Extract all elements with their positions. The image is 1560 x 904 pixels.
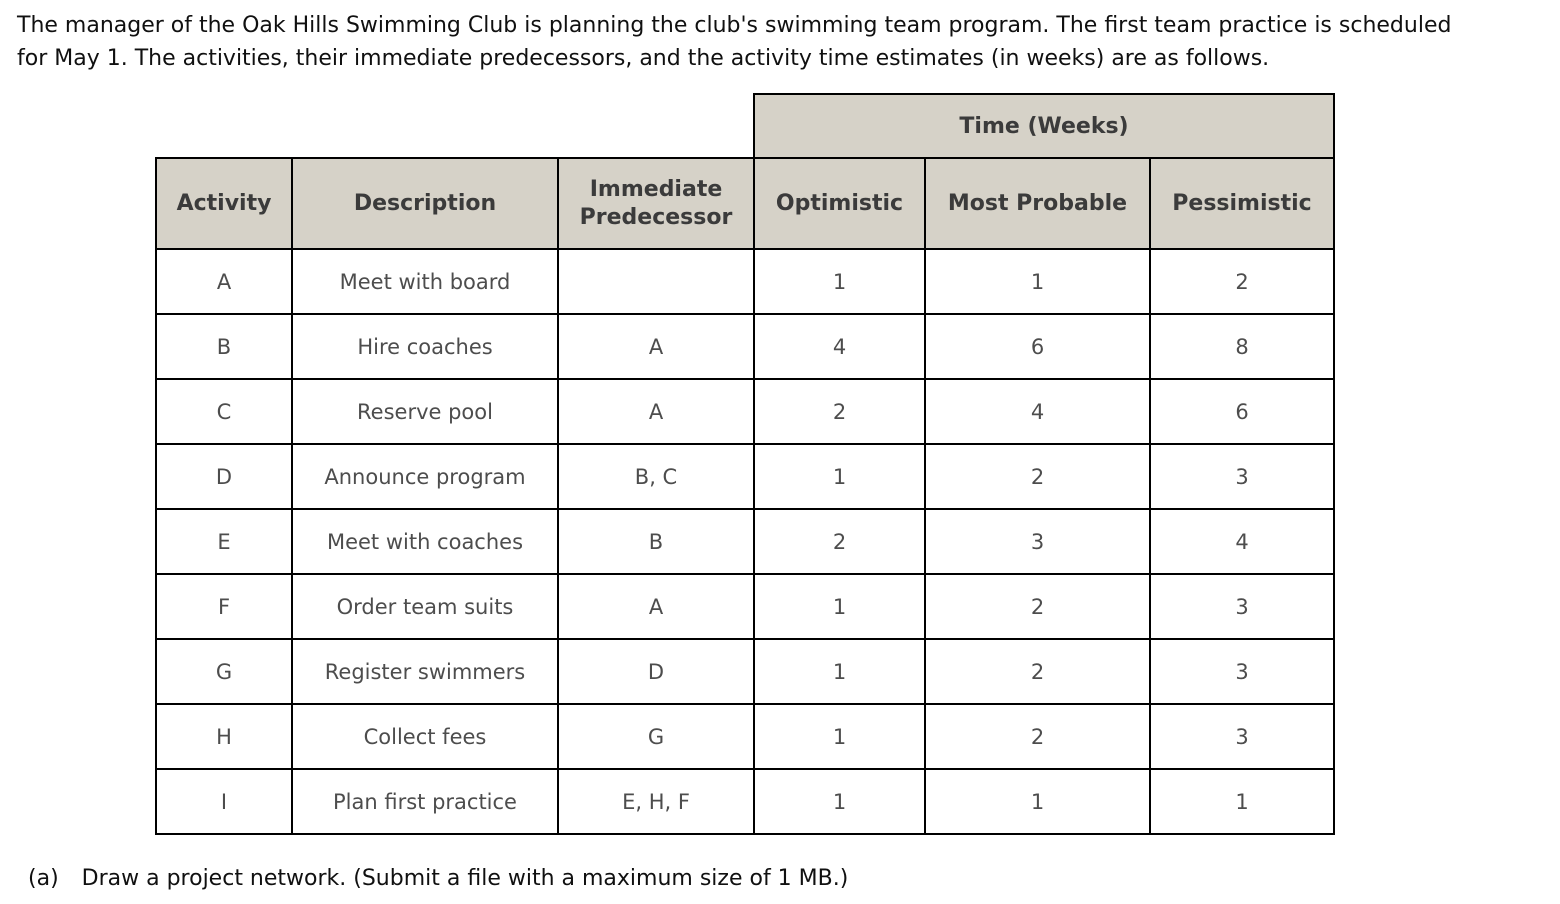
part-label: (a) (28, 866, 59, 891)
cell-predecessor: E, H, F (557, 768, 755, 835)
column-header-optimistic: Optimistic (753, 157, 926, 250)
cell-most-probable: 2 (924, 703, 1151, 770)
cell-most-probable: 3 (924, 508, 1151, 575)
cell-predecessor: A (557, 378, 755, 445)
cell-most-probable: 4 (924, 378, 1151, 445)
cell-most-probable: 1 (924, 768, 1151, 835)
cell-optimistic: 1 (753, 768, 926, 835)
table-row-activity-e: E Meet with coaches B 2 3 4 (155, 508, 1335, 575)
column-header-pessimistic: Pessimistic (1149, 157, 1335, 250)
cell-pessimistic: 2 (1149, 248, 1335, 315)
table-row-activity-d: D Announce program B, C 1 2 3 (155, 443, 1335, 510)
cell-predecessor: D (557, 638, 755, 705)
cell-optimistic: 1 (753, 638, 926, 705)
cell-description: Order team suits (291, 573, 559, 640)
cell-predecessor: B, C (557, 443, 755, 510)
table-row-activity-c: C Reserve pool A 2 4 6 (155, 378, 1335, 445)
problem-statement-line-2: for May 1. The activities, their immedia… (17, 46, 1270, 71)
cell-most-probable: 2 (924, 573, 1151, 640)
cell-description: Hire coaches (291, 313, 559, 380)
cell-predecessor: G (557, 703, 755, 770)
problem-statement: The manager of the Oak Hills Swimming Cl… (17, 9, 1451, 75)
cell-optimistic: 4 (753, 313, 926, 380)
cell-optimistic: 1 (753, 248, 926, 315)
part-text: Draw a project network. (Submit a file w… (81, 866, 849, 891)
cell-pessimistic: 6 (1149, 378, 1335, 445)
column-header-predecessor: Immediate Predecessor (557, 157, 755, 250)
cell-description: Register swimmers (291, 638, 559, 705)
cell-predecessor (557, 248, 755, 315)
cell-activity: H (155, 703, 293, 770)
column-header-row: Activity Description Immediate Predecess… (155, 157, 1335, 250)
cell-pessimistic: 3 (1149, 443, 1335, 510)
cell-optimistic: 1 (753, 703, 926, 770)
time-weeks-header: Time (Weeks) (753, 93, 1335, 159)
table-row-activity-b: B Hire coaches A 4 6 8 (155, 313, 1335, 380)
table-row-activity-i: I Plan first practice E, H, F 1 1 1 (155, 768, 1335, 835)
cell-pessimistic: 3 (1149, 573, 1335, 640)
cell-optimistic: 2 (753, 508, 926, 575)
cell-optimistic: 1 (753, 443, 926, 510)
cell-pessimistic: 4 (1149, 508, 1335, 575)
cell-most-probable: 6 (924, 313, 1151, 380)
cell-activity: I (155, 768, 293, 835)
cell-description: Collect fees (291, 703, 559, 770)
question-part-a: (a) Draw a project network. (Submit a fil… (28, 866, 848, 891)
cell-description: Reserve pool (291, 378, 559, 445)
cell-predecessor: A (557, 573, 755, 640)
table-row-activity-f: F Order team suits A 1 2 3 (155, 573, 1335, 640)
cell-predecessor: B (557, 508, 755, 575)
cell-predecessor: A (557, 313, 755, 380)
cell-activity: B (155, 313, 293, 380)
cell-optimistic: 1 (753, 573, 926, 640)
spacer-cell (156, 94, 754, 158)
cell-activity: A (155, 248, 293, 315)
table-row-activity-a: A Meet with board 1 1 2 (155, 248, 1335, 315)
cell-most-probable: 2 (924, 638, 1151, 705)
cell-activity: C (155, 378, 293, 445)
cell-description: Meet with coaches (291, 508, 559, 575)
column-header-activity: Activity (155, 157, 293, 250)
cell-pessimistic: 1 (1149, 768, 1335, 835)
cell-description: Meet with board (291, 248, 559, 315)
cell-activity: G (155, 638, 293, 705)
cell-description: Announce program (291, 443, 559, 510)
column-header-most-probable: Most Probable (924, 157, 1151, 250)
cell-description: Plan first practice (291, 768, 559, 835)
cell-pessimistic: 3 (1149, 638, 1335, 705)
cell-activity: D (155, 443, 293, 510)
cell-activity: E (155, 508, 293, 575)
cell-most-probable: 2 (924, 443, 1151, 510)
cell-pessimistic: 3 (1149, 703, 1335, 770)
cell-activity: F (155, 573, 293, 640)
cell-pessimistic: 8 (1149, 313, 1335, 380)
cell-most-probable: 1 (924, 248, 1151, 315)
problem-statement-line-1: The manager of the Oak Hills Swimming Cl… (17, 13, 1452, 38)
table-row-activity-g: G Register swimmers D 1 2 3 (155, 638, 1335, 705)
column-header-description: Description (291, 157, 559, 250)
time-span-header-row: Time (Weeks) (156, 93, 1335, 159)
activity-time-table: Time (Weeks) Activity Description Immedi… (155, 93, 1335, 835)
table-row-activity-h: H Collect fees G 1 2 3 (155, 703, 1335, 770)
cell-optimistic: 2 (753, 378, 926, 445)
